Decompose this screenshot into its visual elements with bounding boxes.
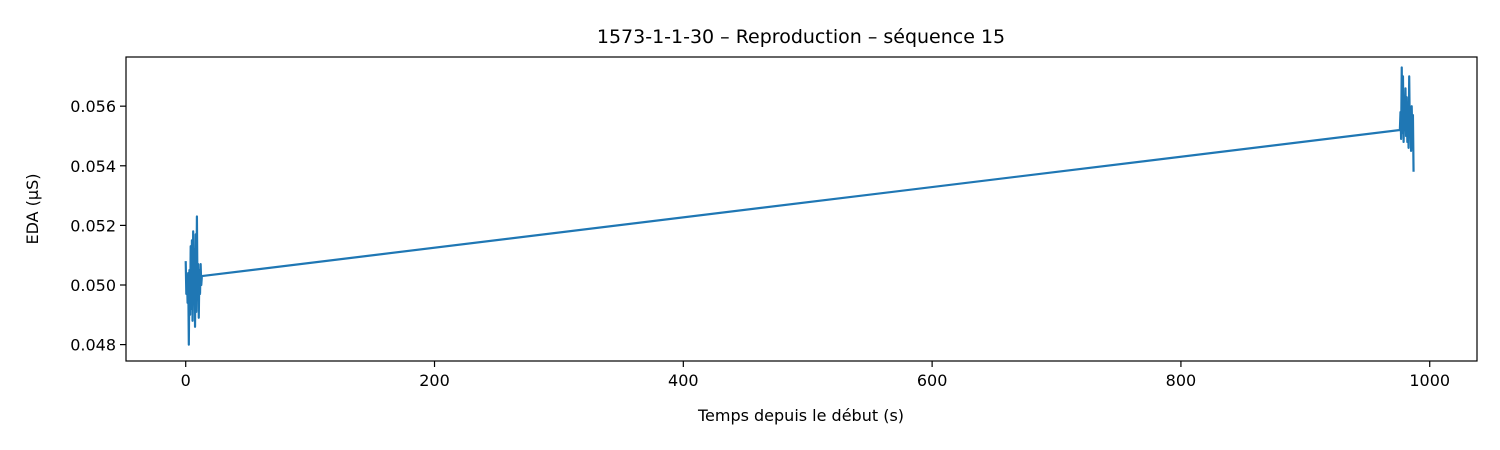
y-tick-label: 0.056 bbox=[70, 97, 116, 116]
chart-title: 1573-1-1-30 – Reproduction – séquence 15 bbox=[597, 26, 1005, 48]
y-tick-label: 0.050 bbox=[70, 276, 116, 295]
x-axis-label: Temps depuis le début (s) bbox=[697, 406, 904, 425]
y-axis: 0.048 0.050 0.052 0.054 0.056 bbox=[70, 97, 126, 355]
x-tick-label: 400 bbox=[668, 371, 699, 390]
x-tick-label: 800 bbox=[1166, 371, 1197, 390]
plot-frame bbox=[125, 56, 1478, 362]
x-tick-label: 0 bbox=[181, 371, 191, 390]
y-tick-label: 0.052 bbox=[70, 216, 116, 235]
x-tick-label: 1000 bbox=[1409, 371, 1450, 390]
x-tick-label: 200 bbox=[419, 371, 450, 390]
x-tick-label: 600 bbox=[917, 371, 948, 390]
eda-series-line bbox=[184, 66, 1415, 346]
x-axis: 0 200 400 600 800 1000 bbox=[181, 361, 1450, 390]
y-tick-label: 0.048 bbox=[70, 336, 116, 355]
plot-area bbox=[184, 66, 1415, 346]
y-tick-label: 0.054 bbox=[70, 157, 116, 176]
y-axis-label: EDA (µS) bbox=[23, 174, 42, 245]
